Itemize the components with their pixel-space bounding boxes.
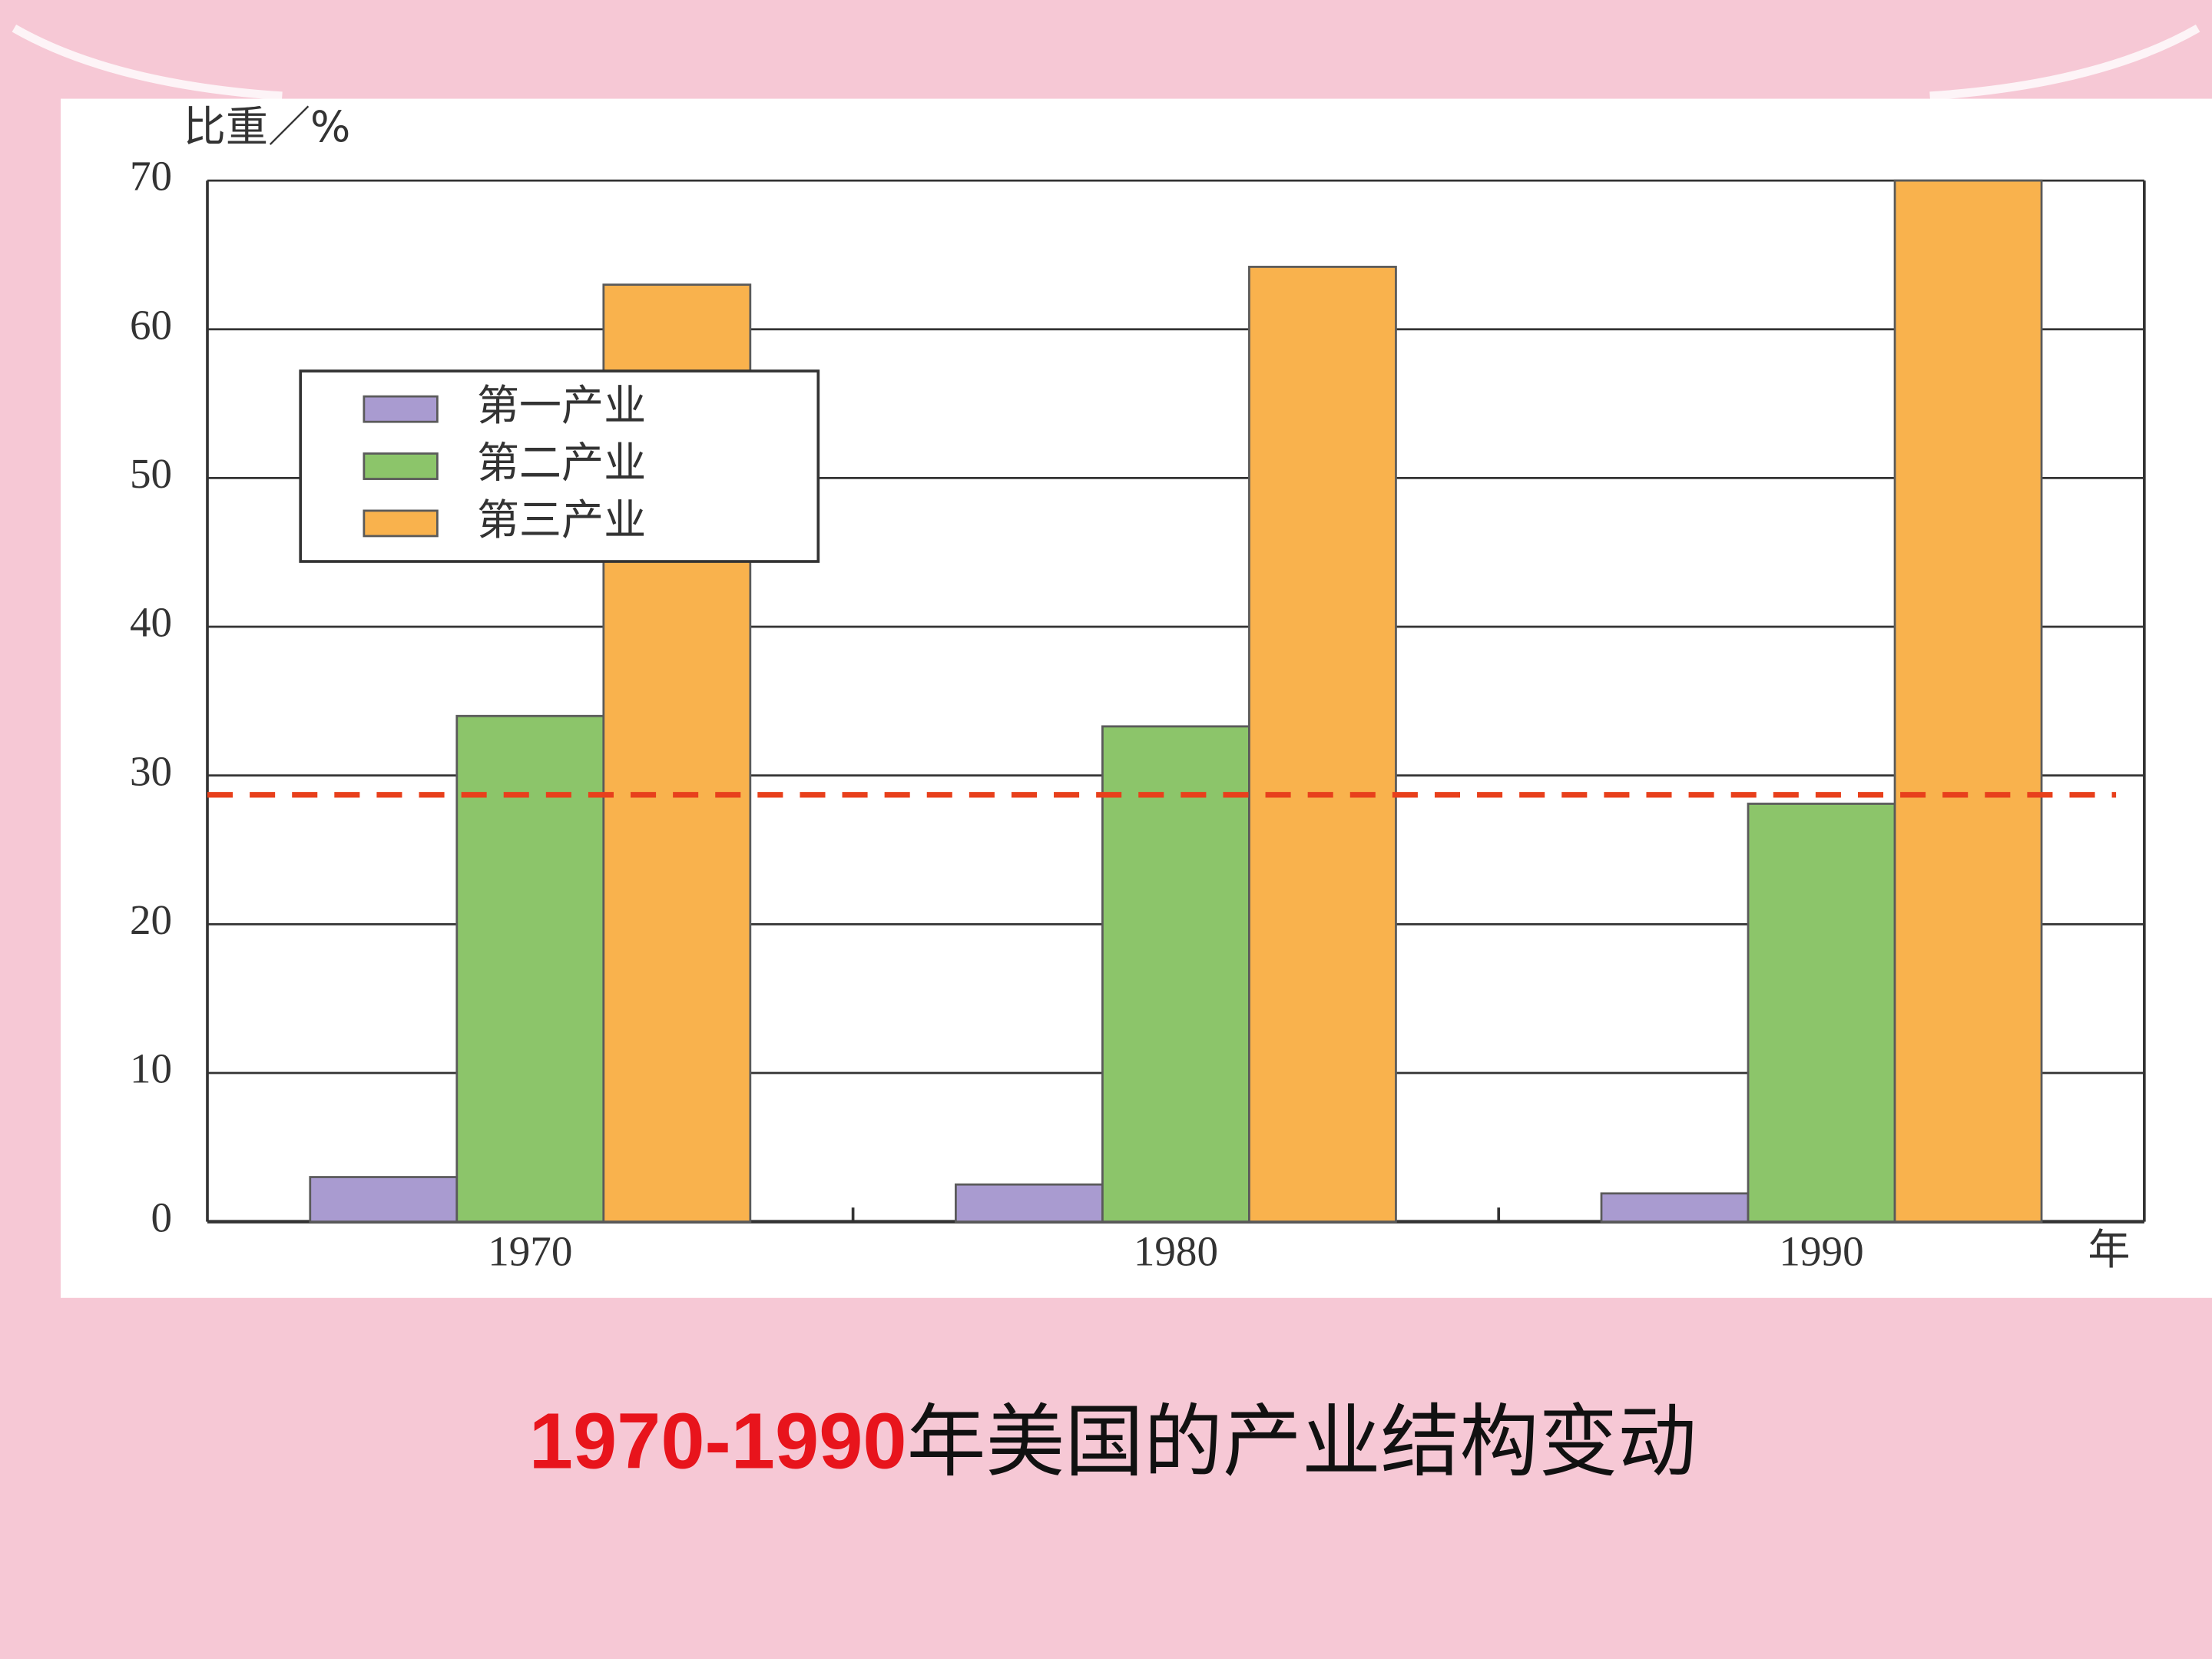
x-axis-label: 年 (2088, 1225, 2130, 1274)
bar (309, 1176, 459, 1223)
y-tick-label: 70 (130, 153, 172, 200)
bar (955, 1183, 1104, 1223)
y-tick-label: 40 (130, 599, 172, 646)
y-tick-label: 60 (130, 301, 172, 348)
bar (1101, 725, 1250, 1223)
legend-label: 第一产业 (477, 381, 646, 430)
y-tick-label: 0 (151, 1194, 173, 1240)
y-axis-label: 比重／% (184, 102, 351, 151)
legend-label: 第二产业 (477, 439, 646, 488)
legend-swatch (363, 452, 439, 480)
bar (1248, 266, 1397, 1223)
x-tick-label: 1970 (488, 1227, 572, 1274)
legend-swatch (363, 395, 439, 423)
bar (1600, 1192, 1750, 1223)
legend-swatch (363, 509, 439, 538)
bar (1747, 803, 1896, 1223)
decoration (12, 24, 2200, 101)
caption: 1970-1990年美国的产业结构变动 (529, 1397, 1697, 1488)
y-tick-label: 50 (130, 450, 172, 497)
bar (455, 714, 605, 1223)
caption-highlight: 1970-1990 (529, 1397, 907, 1485)
y-tick-label: 10 (130, 1045, 172, 1092)
caption-text: 年美国的产业结构变动 (907, 1397, 1697, 1488)
y-tick-label: 20 (130, 896, 172, 943)
legend-label: 第三产业 (477, 495, 646, 545)
y-tick-label: 30 (130, 747, 172, 794)
bar (1893, 179, 2043, 1223)
x-tick-label: 1990 (1779, 1227, 1863, 1274)
x-tick-label: 1980 (1134, 1227, 1218, 1274)
